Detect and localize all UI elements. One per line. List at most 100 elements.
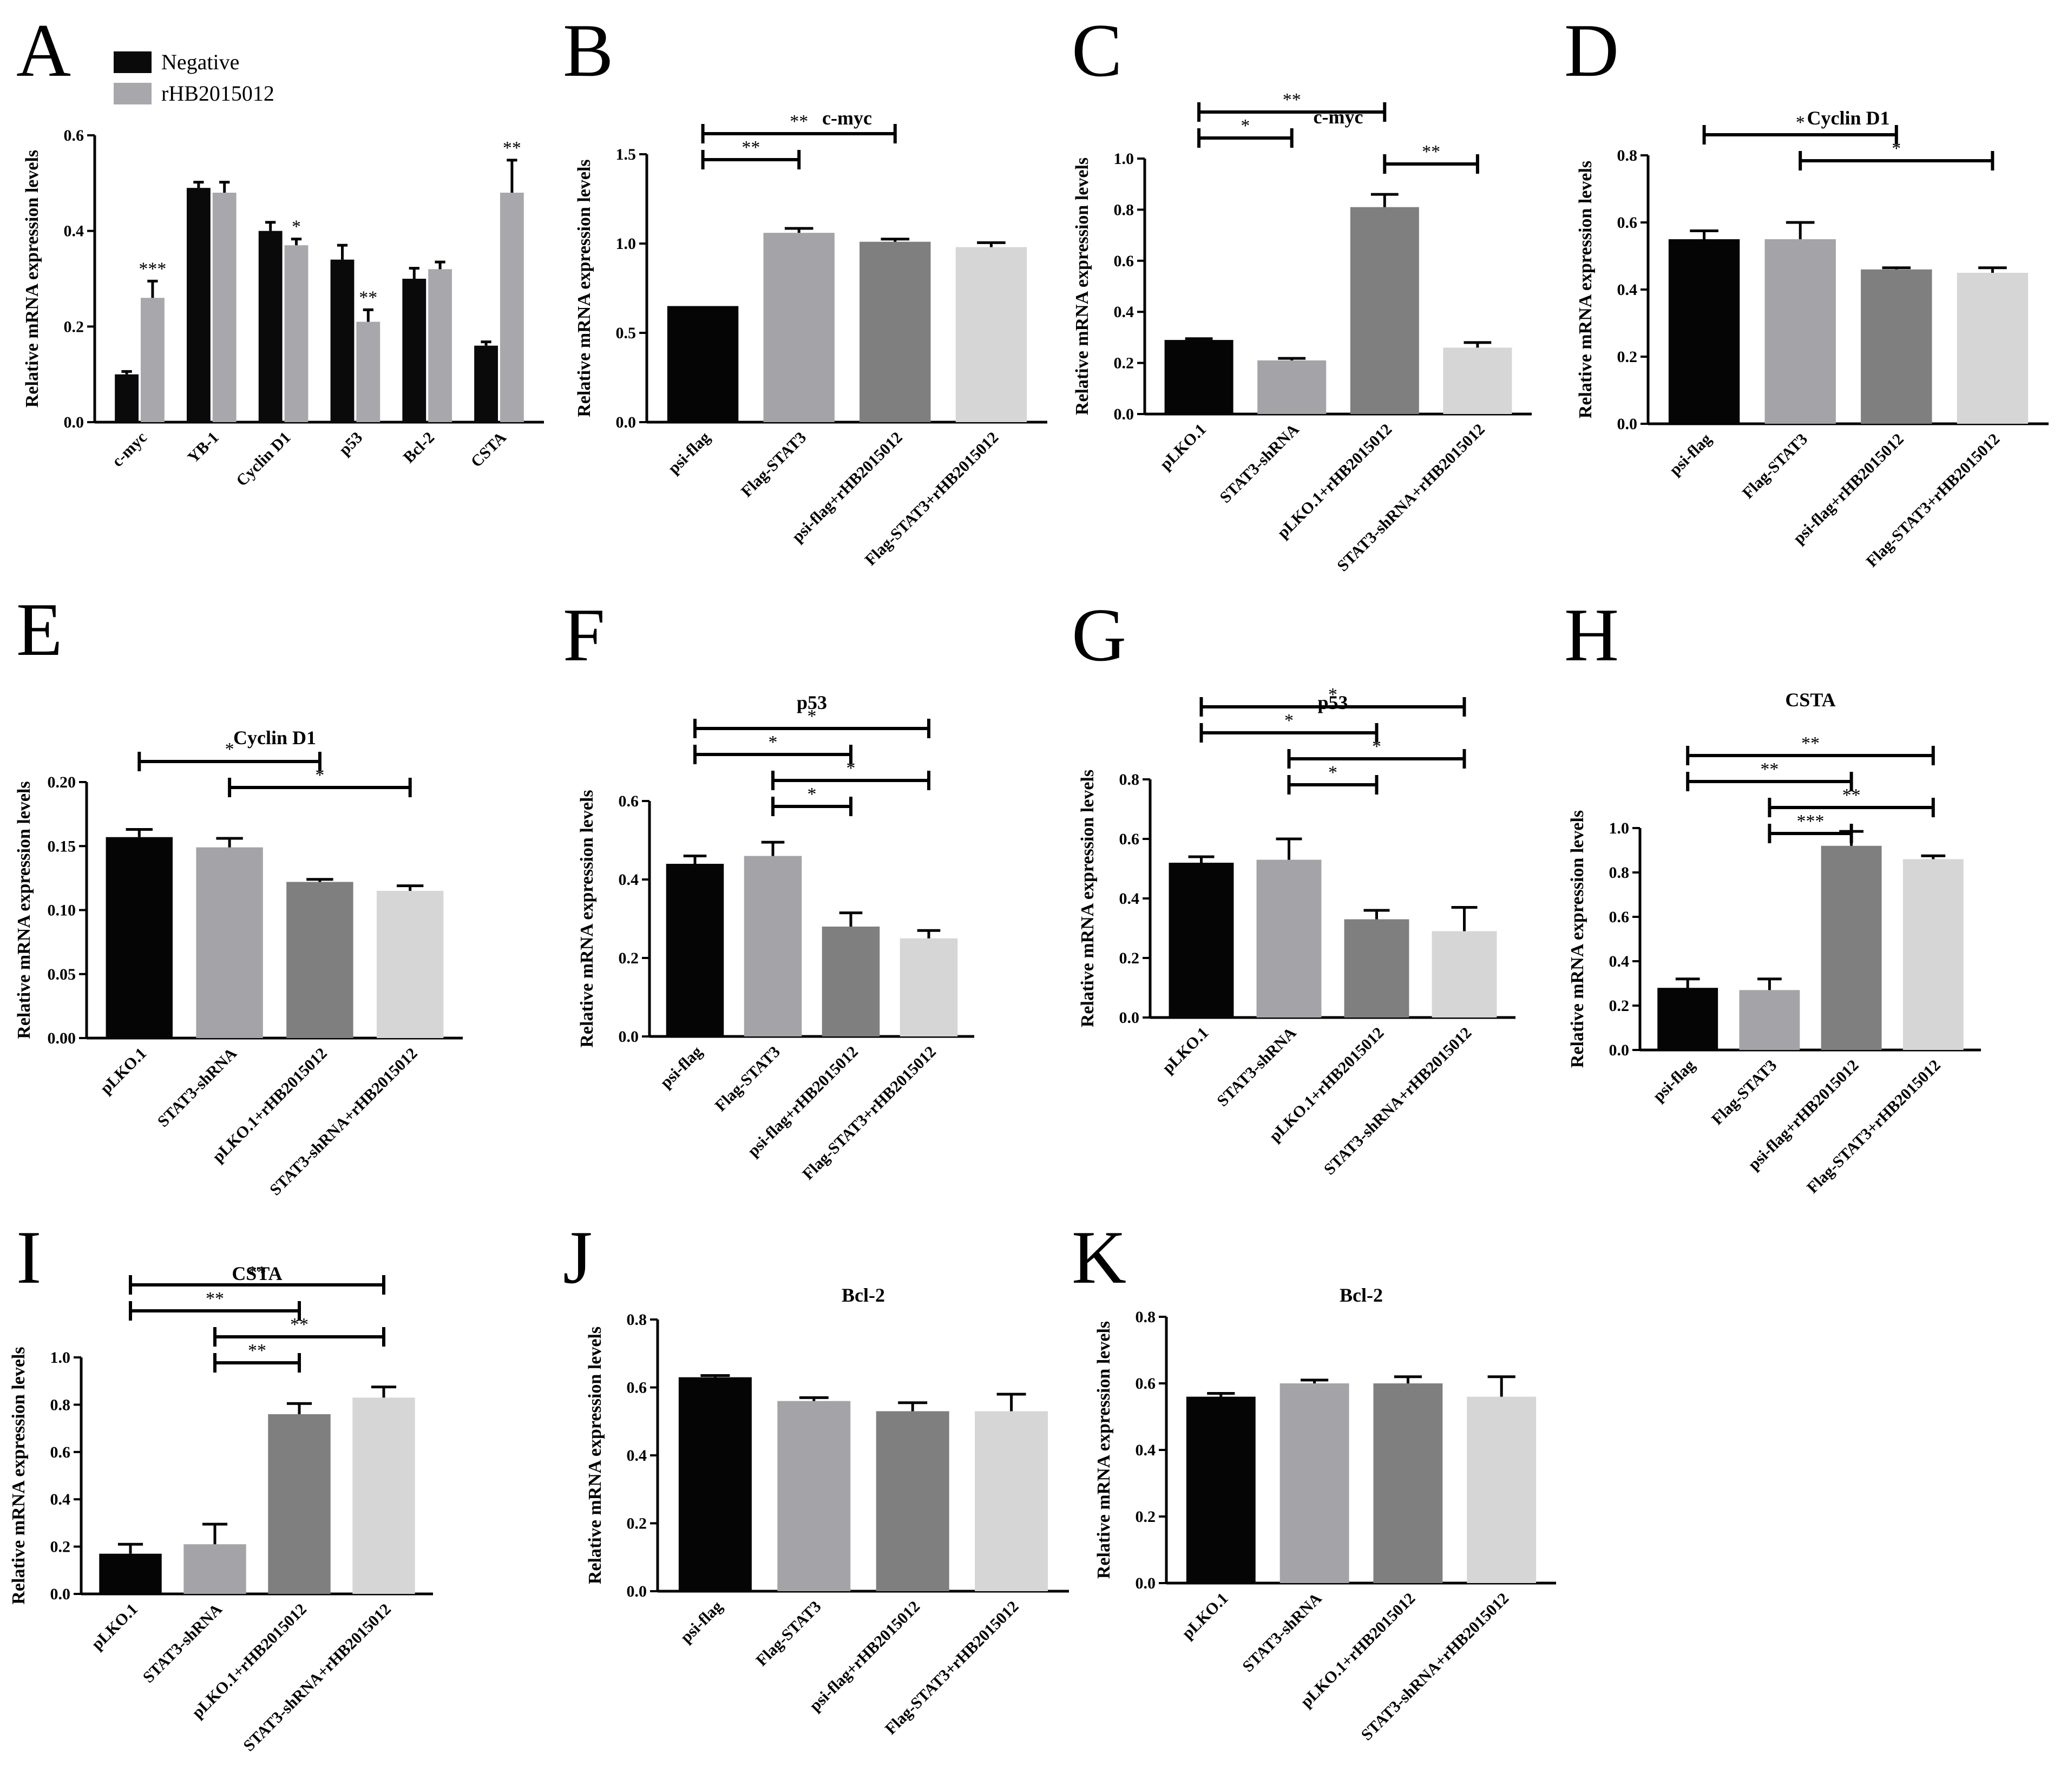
- y-tick-label: 0.8: [1609, 864, 1630, 882]
- significance-label: *: [1892, 139, 1901, 159]
- category-label: STAT3-shRNA: [154, 1044, 241, 1131]
- y-tick-label: 0.0: [1119, 1009, 1140, 1027]
- bar: [1764, 239, 1836, 424]
- bar: [1821, 845, 1882, 1050]
- panel-e: E Cyclin D1 0.00 0.05 0.10 0.15 0.20 Relative m…: [14, 588, 463, 1199]
- category-label: p53: [336, 429, 366, 459]
- y-tick-label: 0.2: [1119, 949, 1140, 967]
- significance-label: *: [1284, 711, 1294, 731]
- y-tick-label: 0.6: [619, 792, 639, 810]
- y-tick-label: 0.6: [1114, 252, 1134, 270]
- y-tick-label: 0.2: [619, 949, 639, 967]
- y-tick-label: 0.4: [627, 1447, 647, 1465]
- y-tick-label: 0.8: [1119, 771, 1140, 789]
- category-label: psi-flag+rHB2015012: [789, 429, 906, 546]
- bar-negative: [474, 345, 498, 422]
- y-tick-label: 0.05: [48, 966, 76, 983]
- y-tick-label: 0.2: [50, 1538, 71, 1556]
- y-tick-label: 0.2: [1136, 1508, 1156, 1526]
- bar: [106, 837, 173, 1038]
- bar: [286, 882, 353, 1038]
- category-label: Flag-STAT3: [738, 429, 810, 501]
- category-label: STAT3-shRNA+rHB2015012: [1321, 1024, 1475, 1179]
- y-tick-label: 1.0: [50, 1349, 71, 1367]
- category-label: Flag-STAT3+rHB2015012: [799, 1043, 940, 1184]
- panel-letter: E: [16, 588, 63, 672]
- chart-title: CSTA: [1785, 689, 1835, 711]
- panel-letter: K: [1072, 1216, 1126, 1299]
- significance-label: **: [359, 287, 377, 307]
- category-label: STAT3-shRNA: [140, 1600, 226, 1686]
- bar: [268, 1414, 331, 1594]
- y-tick-label: 0.5: [616, 324, 636, 342]
- panel-c: Cc-myc 0.0 0.2 0.4 0.6 0.8 1.0 Relative mRNA ex…: [1072, 9, 1532, 575]
- category-label: psi-flag: [1650, 1056, 1699, 1106]
- y-tick-label: 0.0: [1114, 405, 1134, 423]
- category-label: STAT3-shRNA+rHB2015012: [1357, 1590, 1512, 1744]
- bar: [1668, 239, 1740, 424]
- y-tick-label: 0.2: [627, 1515, 647, 1533]
- significance-label: **: [1801, 733, 1820, 753]
- legend-label: rHB2015012: [161, 81, 274, 106]
- significance-label: **: [248, 1263, 266, 1283]
- bar-rhb2015012: [428, 269, 452, 422]
- category-label: pLKO.1: [97, 1045, 150, 1098]
- chart-title: Cyclin D1: [233, 727, 316, 749]
- y-tick-label: 0.8: [1114, 201, 1134, 219]
- y-tick-label: 0.6: [1617, 214, 1638, 232]
- significance-label: ***: [139, 259, 166, 279]
- panel-letter: D: [1564, 9, 1619, 93]
- y-tick-label: 0.6: [627, 1379, 647, 1397]
- significance-label: *: [225, 739, 234, 759]
- y-tick-label: 0.8: [50, 1396, 71, 1414]
- y-tick-label: 0.6: [1119, 830, 1140, 848]
- bar: [1279, 1383, 1349, 1583]
- y-tick-label: 0.0: [50, 1585, 71, 1603]
- panel-letter: J: [563, 1216, 592, 1299]
- y-axis-title: Relative mRNA expression levels: [577, 790, 597, 1047]
- bar: [1373, 1383, 1443, 1583]
- significance-label: **: [790, 111, 808, 132]
- category-label: STAT3-shRNA: [1213, 1023, 1300, 1110]
- bar-rhb2015012: [356, 321, 380, 422]
- category-label: YB-1: [184, 429, 222, 467]
- panel-letter: A: [16, 9, 71, 93]
- category-label: Bcl-2: [400, 429, 438, 467]
- y-tick-label: 0.00: [48, 1029, 76, 1047]
- chart-title: Cyclin D1: [1807, 107, 1890, 129]
- bar-rhb2015012: [500, 193, 524, 422]
- bar: [763, 233, 835, 422]
- significance-label: **: [1283, 90, 1301, 110]
- bar: [1257, 360, 1327, 414]
- y-tick-label: 0.2: [1609, 997, 1630, 1015]
- chart-title: CSTA: [232, 1263, 282, 1284]
- panel-h: H CSTA 0.0 0.2 0.4 0.6 0.8 1.0 Relative mRNA exp…: [1564, 593, 1981, 1197]
- y-axis-title: Relative mRNA expression levels: [1094, 1321, 1114, 1579]
- y-axis-title: Relative mRNA expression levels: [9, 1347, 29, 1604]
- y-tick-label: 0.4: [1119, 890, 1140, 908]
- y-tick-label: 0.0: [1609, 1041, 1630, 1059]
- chart-title: Bcl-2: [842, 1284, 885, 1306]
- chart-title: c-myc: [1314, 106, 1363, 128]
- significance-label: *: [292, 217, 301, 237]
- bar: [1957, 273, 2029, 424]
- bar-negative: [330, 259, 355, 422]
- significance-label: *: [1796, 113, 1805, 133]
- bar: [1344, 919, 1409, 1018]
- significance-label: *: [808, 706, 817, 726]
- bar: [744, 856, 802, 1036]
- panel-d: D Cyclin D1 0.0 0.2 0.4 0.6 0.8 Relative mRNA e…: [1564, 9, 2049, 570]
- category-label: psi-flag: [657, 1043, 706, 1092]
- bar: [975, 1411, 1048, 1591]
- legend-label: Negative: [161, 50, 239, 74]
- bar: [1169, 863, 1234, 1018]
- bar-negative: [186, 188, 211, 422]
- bar-negative: [402, 279, 426, 422]
- y-tick-label: 0.20: [48, 773, 76, 791]
- significance-label: **: [742, 137, 760, 157]
- significance-label: **: [1842, 785, 1861, 805]
- significance-label: **: [1760, 759, 1779, 779]
- y-axis-title: Relative mRNA expression levels: [14, 781, 34, 1039]
- bar: [1467, 1396, 1537, 1583]
